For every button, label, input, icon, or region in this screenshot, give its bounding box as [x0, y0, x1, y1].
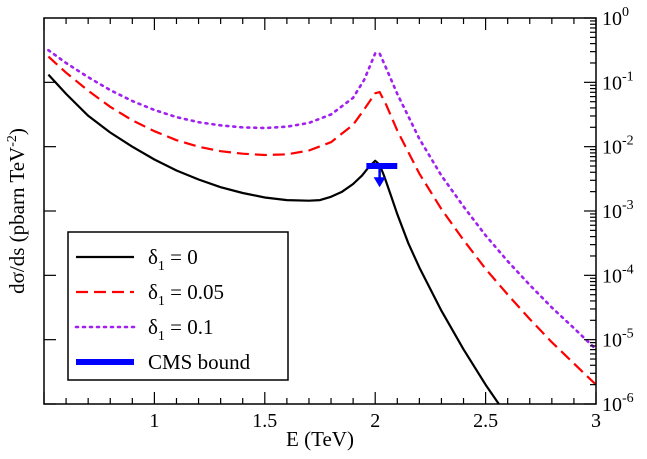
cms-bound-marker — [366, 162, 398, 188]
legend-label-1: δ1 = 0.05 — [148, 280, 224, 309]
legend: δ1 = 0 δ1 = 0.05 δ1 = 0.1 CMS bound — [67, 231, 289, 381]
y-axis-title-exponent: -2 — [5, 135, 20, 147]
x-axis-title: E (TeV) — [286, 427, 354, 451]
series-line-0 — [47, 73, 501, 404]
y-tick-label: 100 — [602, 5, 629, 30]
y-tick-label: 10-1 — [602, 69, 634, 94]
x-tick-label: 3 — [591, 410, 601, 432]
series-line-2 — [47, 48, 596, 351]
legend-label-cms: CMS bound — [148, 350, 251, 374]
y-axis-title-main: dσ/ds (pbarn TeV — [5, 147, 29, 294]
curves-layer — [47, 48, 596, 404]
y-tick-label: 10-4 — [602, 262, 634, 287]
legend-label-2: δ1 = 0.1 — [148, 315, 214, 344]
y-tick-label: 10-6 — [602, 391, 634, 416]
y-axis-title: dσ/ds (pbarn TeV-2) — [5, 128, 29, 294]
legend-label-0: δ1 = 0 — [148, 245, 198, 274]
y-axis-title-close: ) — [5, 128, 29, 135]
series-line-1 — [47, 55, 596, 386]
x-tick-label: 2.5 — [473, 410, 498, 432]
y-tick-label: 10-3 — [602, 198, 634, 223]
y-tick-label: 10-2 — [602, 134, 634, 159]
x-tick-label: 1 — [149, 410, 159, 432]
x-tick-label: 1.5 — [252, 410, 277, 432]
x-tick-label: 2 — [370, 410, 380, 432]
cms-bound-arrow-head — [373, 177, 386, 188]
x-axis-ticks: 1 1.5 2 2.5 3 — [43, 18, 601, 432]
y-axis-ticks: 10-6 10-5 10-4 10-3 10-2 10-1 100 — [44, 5, 634, 416]
y-tick-label: 10-5 — [602, 327, 634, 352]
